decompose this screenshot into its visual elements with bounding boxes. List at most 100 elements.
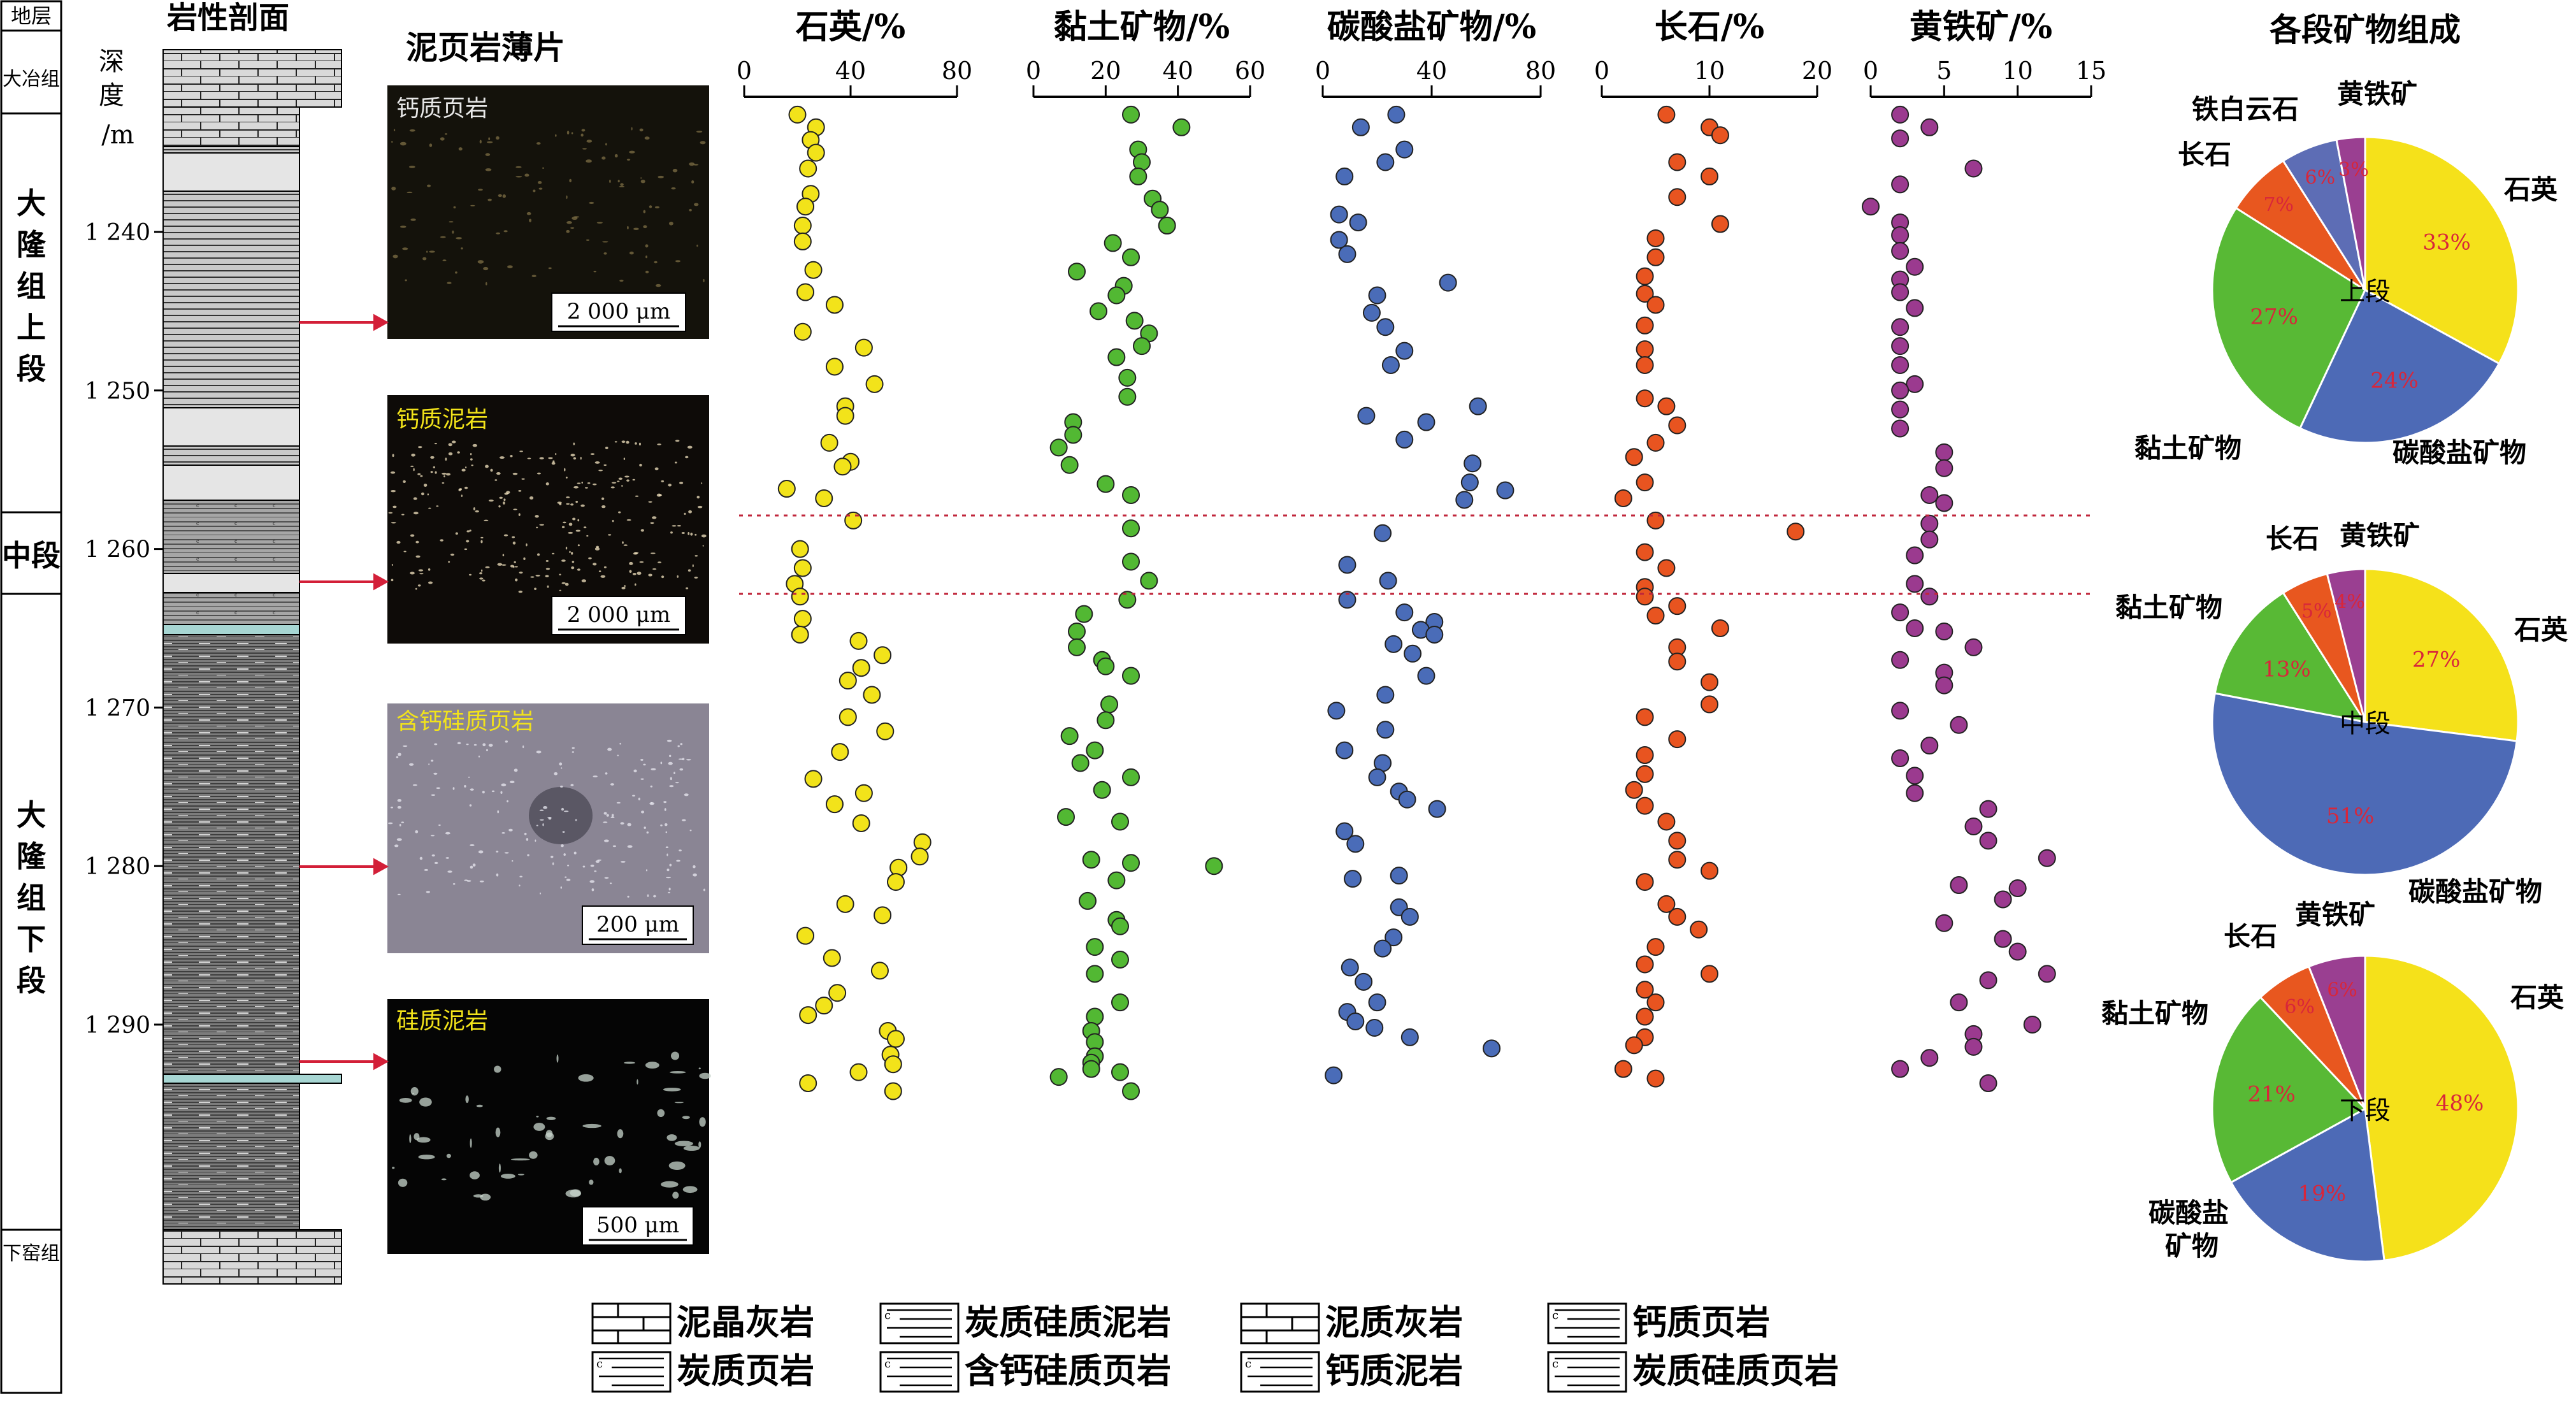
- data-point: [1338, 556, 1356, 574]
- data-point: [1330, 231, 1348, 249]
- grain: [397, 798, 402, 802]
- grain: [498, 505, 501, 508]
- panel-feldspar: 长石/% 0 10 20: [1594, 8, 1832, 1088]
- data-point: [876, 722, 895, 740]
- grain: [658, 494, 663, 496]
- grain: [624, 475, 630, 478]
- grain: [589, 880, 595, 883]
- grain: [412, 1092, 415, 1094]
- mid-boundaries: [739, 514, 2093, 595]
- data-point: [1636, 765, 1654, 783]
- data-point: [1079, 891, 1097, 910]
- data-point: [1107, 348, 1126, 366]
- thin-section-1-label: 钙质页岩: [396, 96, 488, 122]
- grain: [390, 806, 394, 809]
- grain: [559, 573, 561, 576]
- data-point: [1646, 938, 1665, 956]
- data-point: [1344, 870, 1362, 888]
- pie-slice: [2307, 955, 2366, 1109]
- data-point: [1097, 475, 1115, 493]
- data-point: [1376, 153, 1395, 171]
- data-point: [1979, 971, 1997, 990]
- grain: [580, 504, 585, 507]
- grain: [634, 583, 637, 586]
- grain: [391, 564, 393, 566]
- grain: [610, 486, 615, 489]
- pie-slice: [2211, 692, 2518, 876]
- grain: [522, 745, 524, 749]
- data-point: [1636, 981, 1654, 999]
- data-point: [1111, 993, 1129, 1012]
- data-point: [820, 433, 838, 452]
- grain: [657, 1109, 665, 1117]
- grain: [593, 483, 597, 486]
- data-point: [1920, 118, 1939, 136]
- grain: [430, 456, 435, 459]
- svg-text:隆: 隆: [17, 839, 47, 874]
- data-point: [1086, 965, 1104, 983]
- grain: [581, 481, 584, 484]
- grain: [448, 443, 452, 447]
- svg-text:c: c: [1552, 1357, 1558, 1371]
- grain: [573, 457, 577, 460]
- grain: [403, 551, 407, 552]
- svg-text:段: 段: [17, 352, 46, 386]
- pie-slice: [2234, 159, 2366, 291]
- grain: [665, 831, 668, 833]
- grain: [693, 865, 696, 868]
- data-point: [1891, 651, 1910, 669]
- grain: [666, 853, 668, 856]
- grain: [566, 195, 568, 199]
- grain: [524, 832, 527, 835]
- grain: [563, 853, 566, 856]
- grain: [397, 805, 401, 809]
- grain: [610, 816, 615, 819]
- grain: [572, 517, 576, 521]
- pie-mid-label-feld: 长石: [2266, 523, 2319, 554]
- panel-title: 黏土矿物/%: [1054, 8, 1230, 47]
- grain: [684, 793, 689, 796]
- grain: [480, 537, 484, 538]
- pie-low-label-pyr: 黄铁矿: [2295, 899, 2375, 930]
- legend-label: 炭质页岩: [677, 1350, 814, 1391]
- pie-low-label-quartz: 石英: [2510, 982, 2565, 1013]
- grain: [470, 453, 472, 456]
- grain: [586, 535, 589, 537]
- grain: [472, 443, 477, 447]
- grain: [643, 225, 647, 229]
- grain: [673, 772, 675, 775]
- data-point: [1646, 1069, 1665, 1088]
- grain: [489, 500, 494, 502]
- grain: [504, 493, 508, 495]
- svg-text:度: 度: [99, 81, 124, 110]
- data-point: [1625, 1036, 1643, 1055]
- grain: [587, 482, 591, 484]
- data-point: [1064, 426, 1083, 444]
- grain: [586, 239, 590, 241]
- grain: [566, 131, 570, 135]
- grain: [429, 250, 435, 253]
- data-point: [1385, 928, 1403, 947]
- data-point: [1701, 167, 1718, 185]
- grain: [433, 466, 436, 469]
- grain: [632, 795, 635, 797]
- data-point: [1398, 790, 1416, 809]
- grain: [535, 575, 540, 577]
- grain: [411, 453, 415, 457]
- grain: [637, 572, 642, 575]
- grain: [607, 747, 612, 751]
- svg-text:下: 下: [17, 922, 46, 956]
- data-point: [1122, 519, 1140, 538]
- grain: [560, 785, 563, 788]
- data-point: [825, 795, 844, 814]
- data-point: [1341, 958, 1359, 977]
- grain: [668, 1161, 686, 1171]
- grain: [572, 561, 575, 563]
- data-point: [1464, 454, 1482, 473]
- grain: [663, 801, 667, 803]
- data-point: [2038, 849, 2056, 867]
- grain: [536, 142, 541, 145]
- data-point: [870, 962, 889, 980]
- data-point: [1646, 229, 1665, 247]
- grain: [668, 221, 673, 226]
